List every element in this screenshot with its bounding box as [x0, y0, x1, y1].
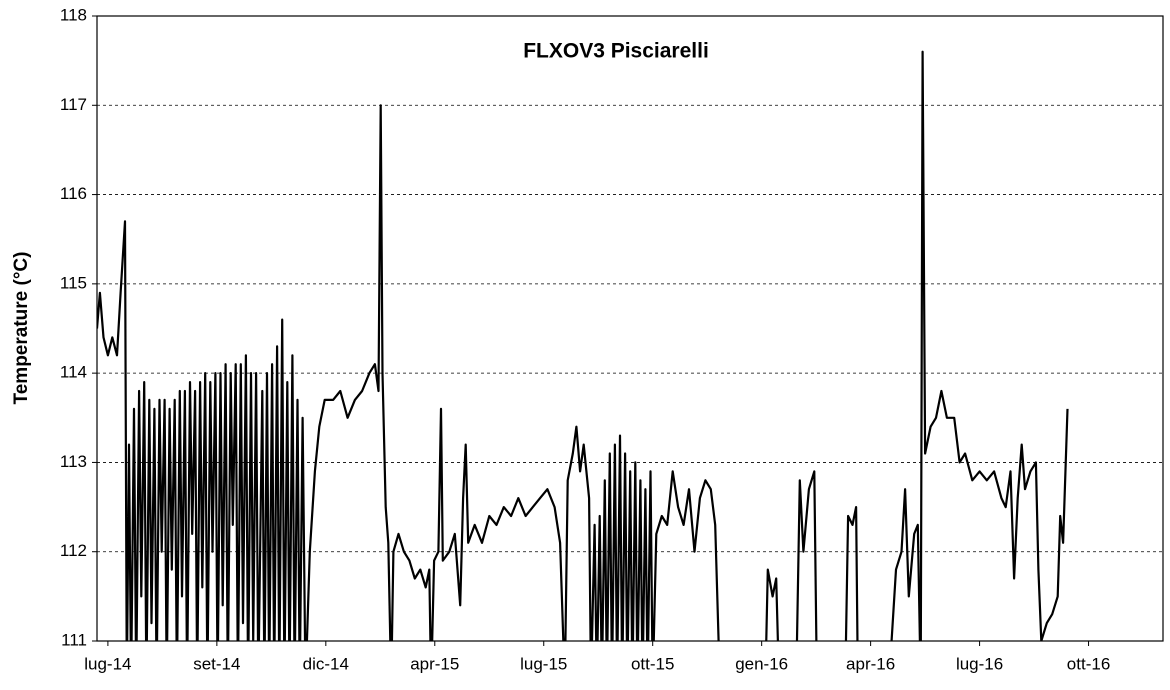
y-axis-label: Temperature (°C) [11, 252, 32, 405]
y-tick-label: 116 [60, 184, 87, 203]
x-tick-label: ott-15 [631, 654, 674, 673]
y-tick-label: 111 [61, 630, 87, 649]
y-tick-label: 114 [60, 363, 87, 382]
x-tick-label: ott-16 [1067, 654, 1110, 673]
x-tick-label: set-14 [193, 654, 240, 673]
y-tick-label: 118 [60, 5, 87, 24]
y-tick-label: 117 [60, 95, 87, 114]
chart-title: FLXOV3 Pisciarelli [523, 40, 709, 63]
x-tick-label: lug-15 [520, 654, 567, 673]
data-line [97, 50, 1069, 641]
y-tick-label: 115 [60, 273, 87, 292]
y-tick-label: 112 [60, 541, 87, 560]
x-tick-label: apr-15 [410, 654, 459, 673]
y-tick-label: 113 [60, 452, 87, 471]
x-tick-label: lug-14 [84, 654, 131, 673]
x-tick-label: dic-14 [303, 654, 349, 673]
x-tick-label: lug-16 [956, 654, 1003, 673]
x-tick-label: gen-16 [735, 654, 788, 673]
x-tick-label: apr-16 [846, 654, 895, 673]
